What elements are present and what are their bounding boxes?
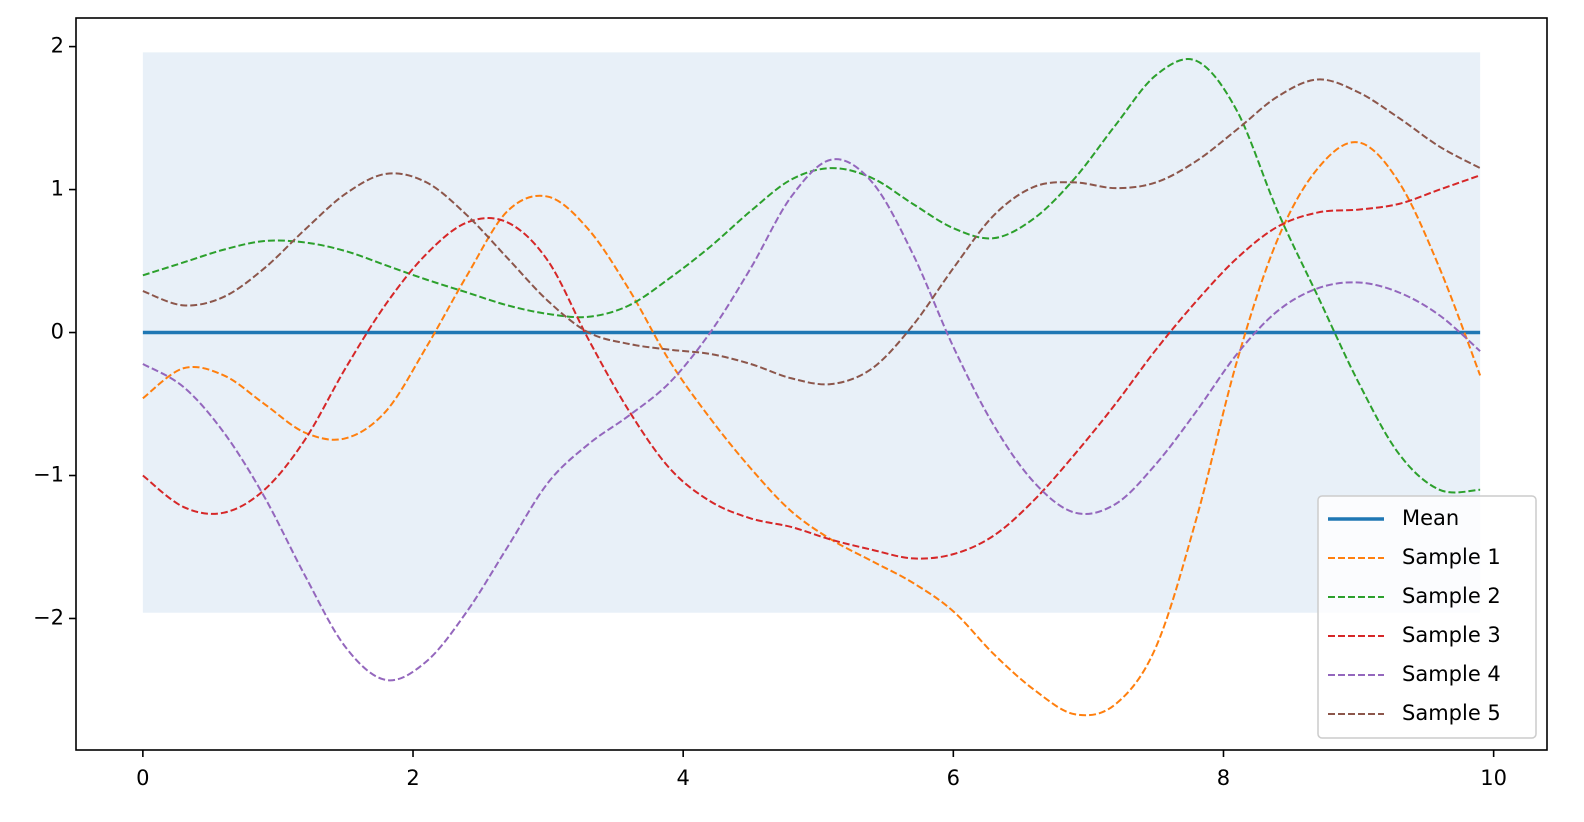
legend-label: Sample 1 [1402,545,1501,569]
legend-box [1317,495,1537,739]
series-line [142,58,1481,494]
legend: Mean Sample 1 Sample 2 Sample 3 Sample 4 Samp… [1317,495,1537,739]
x-tick-label: 0 [136,766,149,790]
y-tick-label: 2 [51,34,64,58]
y-tick-label: 0 [51,320,64,344]
legend-label: Sample 4 [1402,662,1501,686]
series-line [142,174,1481,560]
y-tick-label: −2 [33,605,64,629]
series-line [142,158,1481,682]
legend-label: Mean [1402,506,1459,530]
x-tick-label: 10 [1480,766,1507,790]
y-tick-label: −1 [33,463,64,487]
legend-label: Sample 2 [1402,584,1501,608]
axes-frame [75,17,1548,751]
legend-label: Sample 3 [1402,623,1501,647]
x-tick-label: 2 [406,766,419,790]
legend-label: Sample 5 [1402,701,1501,725]
x-tick-label: 6 [947,766,960,790]
y-tick-label: 1 [51,177,64,201]
series-line [142,78,1481,386]
x-tick-label: 4 [676,766,689,790]
x-tick-label: 8 [1217,766,1230,790]
series-line [142,141,1482,717]
